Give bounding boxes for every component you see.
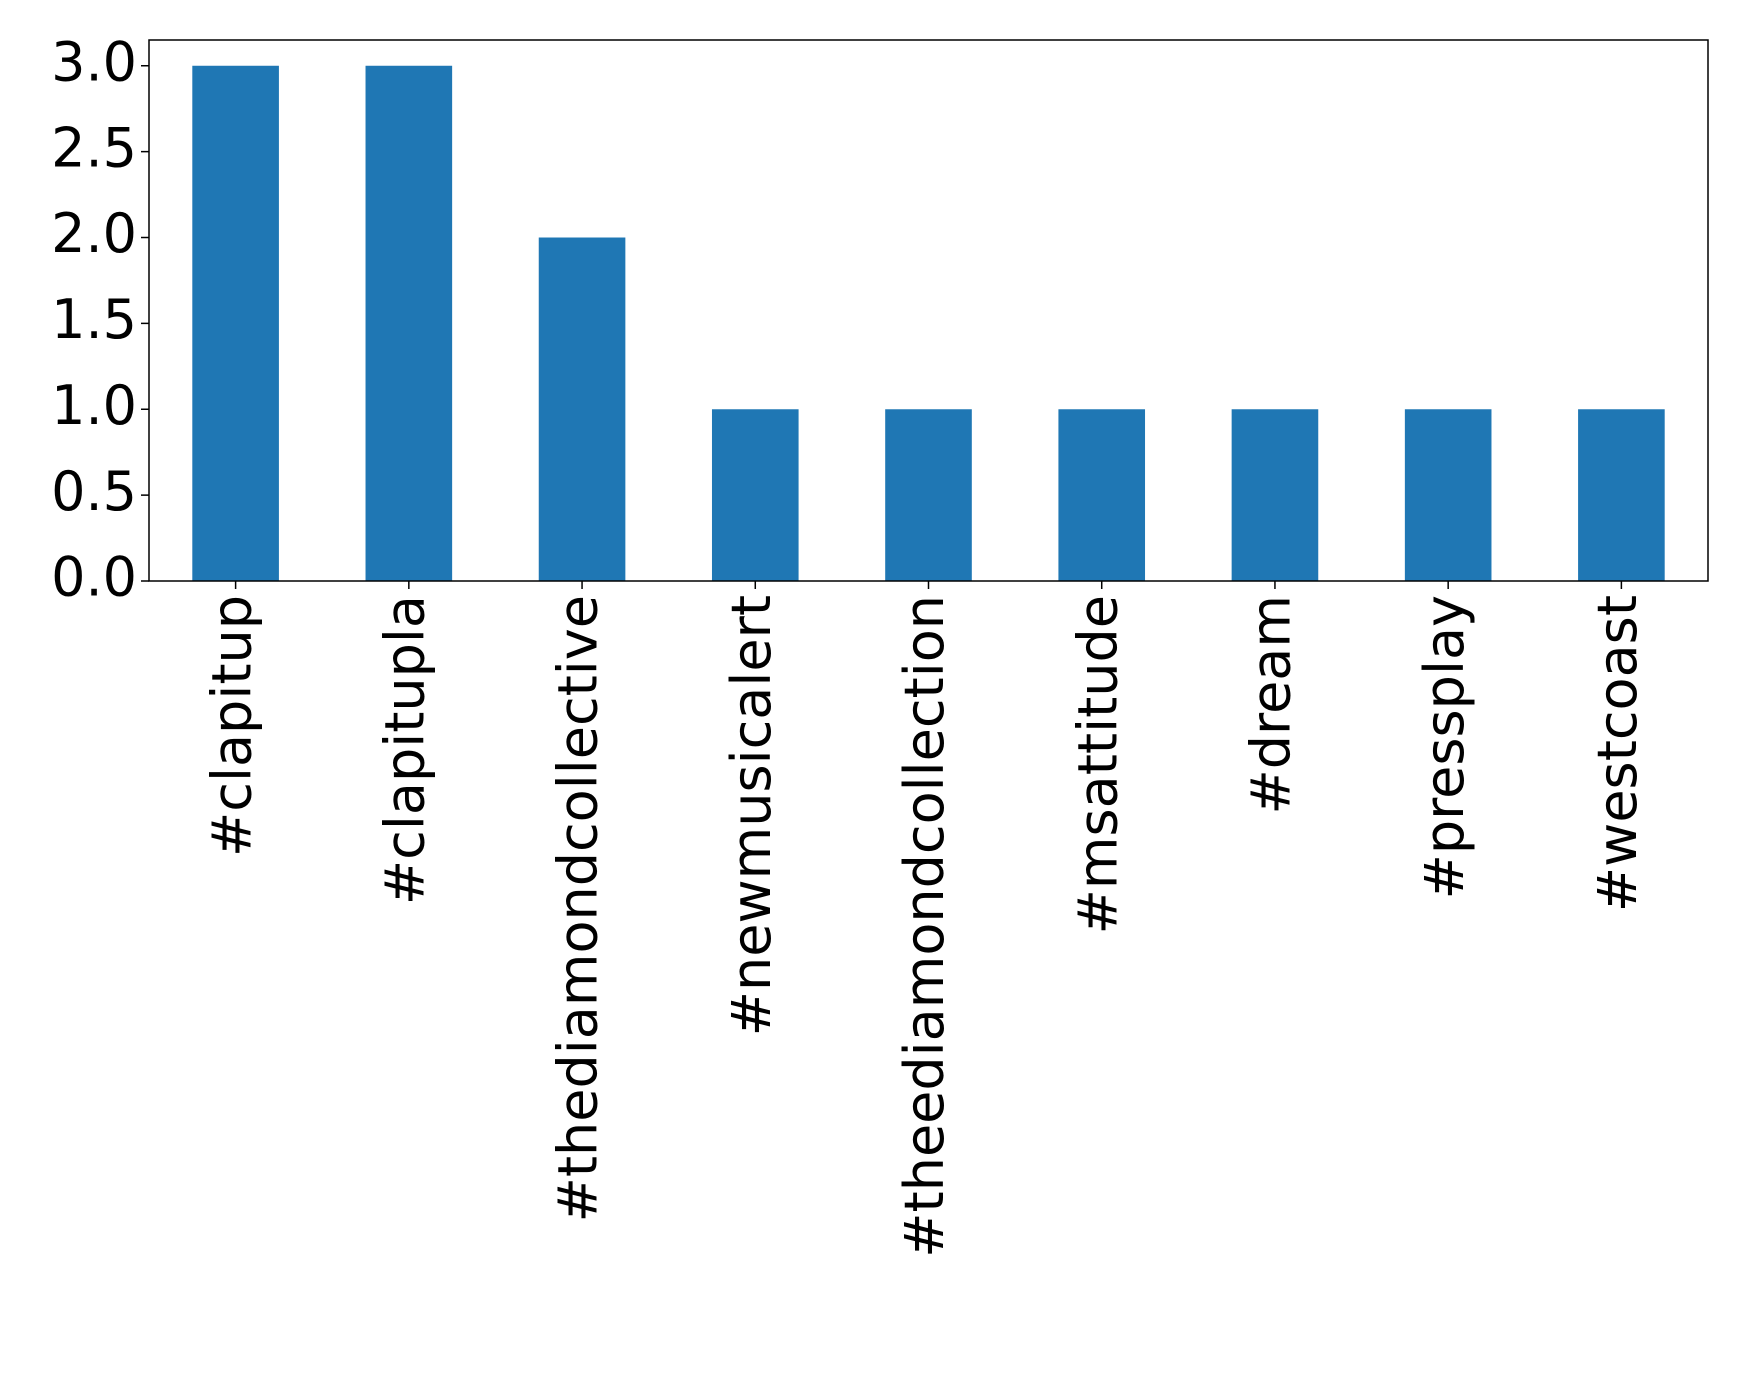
bar xyxy=(885,409,972,581)
y-tick-label: 0.5 xyxy=(51,460,137,523)
x-tick-label: #theediamondcollection xyxy=(893,595,956,1258)
y-tick-label: 2.5 xyxy=(51,116,137,179)
y-tick-label: 1.0 xyxy=(51,374,137,437)
bar xyxy=(365,65,453,581)
bar xyxy=(538,237,626,581)
bar xyxy=(1578,409,1665,581)
x-tick-label: #newmusicalert xyxy=(720,595,783,1036)
x-tick-label: #clapitup xyxy=(200,595,263,857)
x-tick-label: #clapitupla xyxy=(373,595,436,905)
x-tick-label: #dream xyxy=(1240,595,1303,814)
bar xyxy=(1058,409,1146,581)
x-tick-label: #westcoast xyxy=(1586,595,1649,912)
bar xyxy=(1404,409,1492,581)
bar xyxy=(1231,409,1319,581)
x-tick-label: #msattitude xyxy=(1066,595,1129,934)
y-tick-label: 1.5 xyxy=(51,288,137,351)
y-tick-label: 3.0 xyxy=(51,30,137,93)
x-tick-label: #pressplay xyxy=(1413,595,1476,899)
plot-frame xyxy=(148,39,1709,582)
y-tick-label: 2.0 xyxy=(51,202,137,265)
y-tick-label: 0.0 xyxy=(51,546,137,609)
bar xyxy=(192,65,279,581)
bar xyxy=(711,409,799,581)
x-tick-label: #thediamondcollective xyxy=(547,595,610,1222)
